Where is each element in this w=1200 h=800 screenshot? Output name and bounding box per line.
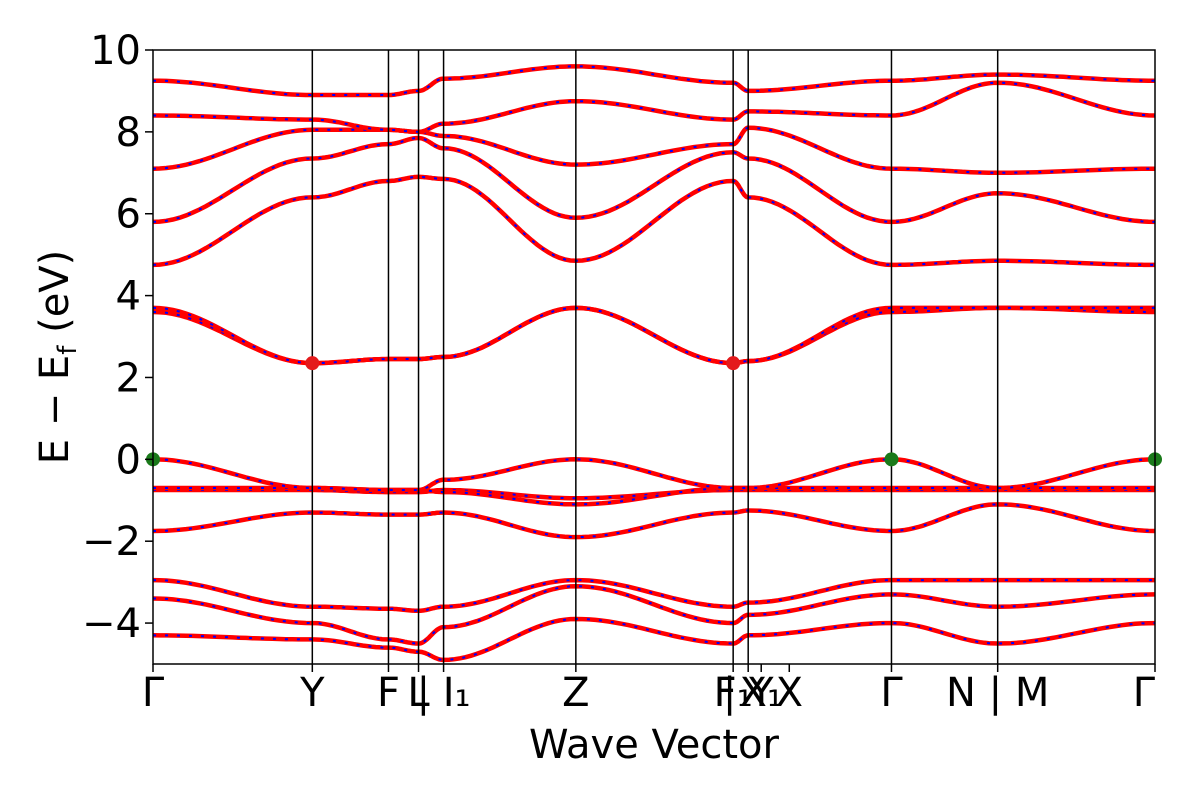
x-tick-label-1: Y	[299, 670, 325, 716]
y-axis-ticks: −4 −2 0 2 4 6 8 10	[82, 28, 153, 647]
x-tick-label-2: F	[377, 670, 400, 716]
extremum-marker-1	[726, 356, 741, 371]
plot-background	[153, 50, 1155, 664]
extrema-markers	[146, 356, 1162, 467]
x-tick-label-11: N | M	[946, 670, 1049, 716]
x-tick-label-12: Γ	[1133, 670, 1156, 716]
x-tick-label-8: X₁	[739, 670, 782, 716]
y-tick-label-1: −2	[82, 519, 141, 565]
plot-frame	[152, 49, 1156, 665]
y-tick-label-3: 2	[116, 355, 141, 401]
x-tick-label-7: | Y	[723, 670, 774, 716]
x-axis-title: Wave Vector	[529, 722, 780, 768]
y-axis-title-main: E − E	[32, 355, 78, 465]
y-tick-label-4: 4	[116, 274, 141, 320]
x-tick-label-10: Γ	[880, 670, 903, 716]
y-tick-label-5: 6	[116, 192, 141, 238]
y-axis-title: E − Ef (eV)	[32, 250, 83, 465]
x-tick-label-5: Z	[562, 670, 589, 716]
x-tick-label-6: F₁	[714, 670, 753, 716]
x-tick-label-0: Γ	[142, 670, 165, 716]
y-axis-title-unit: (eV)	[32, 250, 78, 346]
y-tick-label-7: 10	[90, 28, 141, 74]
y-tick-label-2: 0	[116, 437, 141, 483]
extremum-marker-3	[884, 452, 899, 467]
x-tick-label-4: | I₁	[417, 670, 471, 716]
y-axis-title-sub: f	[53, 345, 83, 355]
x-tick-label-9: X	[776, 670, 803, 716]
y-tick-label-6: 8	[116, 110, 141, 156]
y-tick-label-0: −4	[82, 601, 141, 647]
extremum-marker-0	[305, 356, 320, 371]
x-tick-label-3: L	[407, 670, 430, 716]
